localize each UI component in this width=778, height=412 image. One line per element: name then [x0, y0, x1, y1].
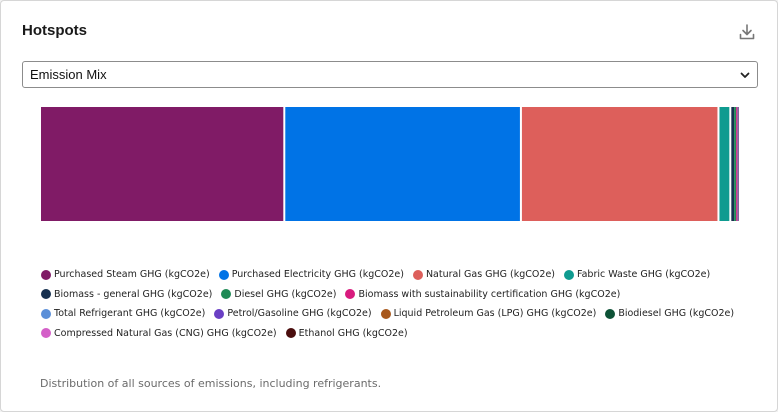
legend-swatch: [412, 269, 423, 280]
legend-row: Total Refrigerant GHG (kgCO2e) Petrol/Gas…: [41, 304, 761, 324]
legend-item[interactable]: Biomass - general GHG (kgCO2e): [41, 289, 212, 300]
emission-view-select[interactable]: Emission Mix: [22, 61, 758, 88]
legend-label: Petrol/Gasoline GHG (kgCO2e): [227, 308, 372, 320]
legend-item[interactable]: Compressed Natural Gas (CNG) GHG (kgCO2e…: [41, 328, 277, 339]
legend-item[interactable]: Purchased Steam GHG (kgCO2e): [41, 269, 210, 280]
download-icon[interactable]: [737, 22, 757, 42]
legend-swatch: [41, 269, 51, 280]
legend-label: Liquid Petroleum Gas (LPG) GHG (kgCO2e): [393, 308, 597, 320]
chart-footnote: Distribution of all sources of emissions…: [40, 377, 382, 390]
chart-legend: Purchased Steam GHG (kgCO2e) Purchased El…: [41, 265, 761, 343]
legend-swatch: [218, 269, 229, 280]
legend-swatch: [214, 308, 225, 319]
legend-swatch: [605, 308, 616, 319]
bar-segment-1[interactable]: [285, 107, 520, 221]
bar-segment-2[interactable]: [521, 107, 718, 221]
card-title: Hotspots: [22, 22, 87, 39]
legend-item[interactable]: Natural Gas GHG (kgCO2e): [412, 269, 555, 281]
legend-row: Purchased Steam GHG (kgCO2e) Purchased El…: [41, 265, 761, 285]
legend-row: Biomass - general GHG (kgCO2e) Diesel GHG…: [41, 285, 761, 305]
legend-item[interactable]: Fabric Waste GHG (kgCO2e): [564, 269, 710, 280]
legend-item[interactable]: Biomass with sustainability certificatio…: [345, 289, 620, 300]
legend-swatch: [41, 289, 51, 300]
emission-mix-chart: [41, 107, 739, 221]
legend-item[interactable]: Liquid Petroleum Gas (LPG) GHG (kgCO2e): [380, 308, 597, 320]
legend-label: Purchased Electricity GHG (kgCO2e): [231, 269, 404, 281]
legend-label: Natural Gas GHG (kgCO2e): [425, 269, 555, 281]
legend-label: Diesel GHG (kgCO2e): [234, 288, 337, 300]
legend-swatch: [285, 328, 296, 339]
legend-label: Biomass with sustainability certificatio…: [358, 288, 621, 300]
legend-item[interactable]: Total Refrigerant GHG (kgCO2e): [41, 308, 205, 319]
legend-item[interactable]: Biodiesel GHG (kgCO2e): [605, 308, 734, 319]
chevron-down-icon: [739, 69, 751, 81]
legend-label: Purchased Steam GHG (kgCO2e): [54, 269, 210, 281]
legend-swatch: [221, 289, 232, 300]
legend-label: Ethanol GHG (kgCO2e): [298, 327, 408, 339]
bar-segment-5[interactable]: [734, 107, 737, 221]
legend-label: Biomass - general GHG (kgCO2e): [54, 288, 213, 300]
legend-label: Compressed Natural Gas (CNG) GHG (kgCO2e…: [54, 327, 277, 339]
bar-segment-7[interactable]: [737, 107, 739, 221]
legend-label: Total Refrigerant GHG (kgCO2e): [54, 308, 206, 320]
bar-segment-8[interactable]: [738, 107, 739, 221]
legend-swatch: [564, 269, 574, 280]
bar-segment-0[interactable]: [41, 107, 284, 221]
legend-label: Biodiesel GHG (kgCO2e): [618, 308, 735, 320]
bar-segment-6[interactable]: [736, 107, 738, 221]
legend-item[interactable]: Petrol/Gasoline GHG (kgCO2e): [214, 308, 372, 320]
legend-swatch: [41, 328, 51, 339]
legend-swatch: [41, 308, 51, 319]
legend-item[interactable]: Diesel GHG (kgCO2e): [221, 289, 336, 300]
legend-item[interactable]: Purchased Electricity GHG (kgCO2e): [218, 269, 404, 281]
legend-swatch: [380, 308, 391, 319]
bar-segment-3[interactable]: [719, 107, 730, 221]
select-value: Emission Mix: [30, 67, 107, 82]
legend-label: Fabric Waste GHG (kgCO2e): [577, 269, 711, 281]
legend-item[interactable]: Ethanol GHG (kgCO2e): [285, 327, 408, 339]
bar-segment-4[interactable]: [731, 107, 735, 221]
legend-swatch: [345, 289, 356, 300]
legend-row: Compressed Natural Gas (CNG) GHG (kgCO2e…: [41, 324, 761, 344]
